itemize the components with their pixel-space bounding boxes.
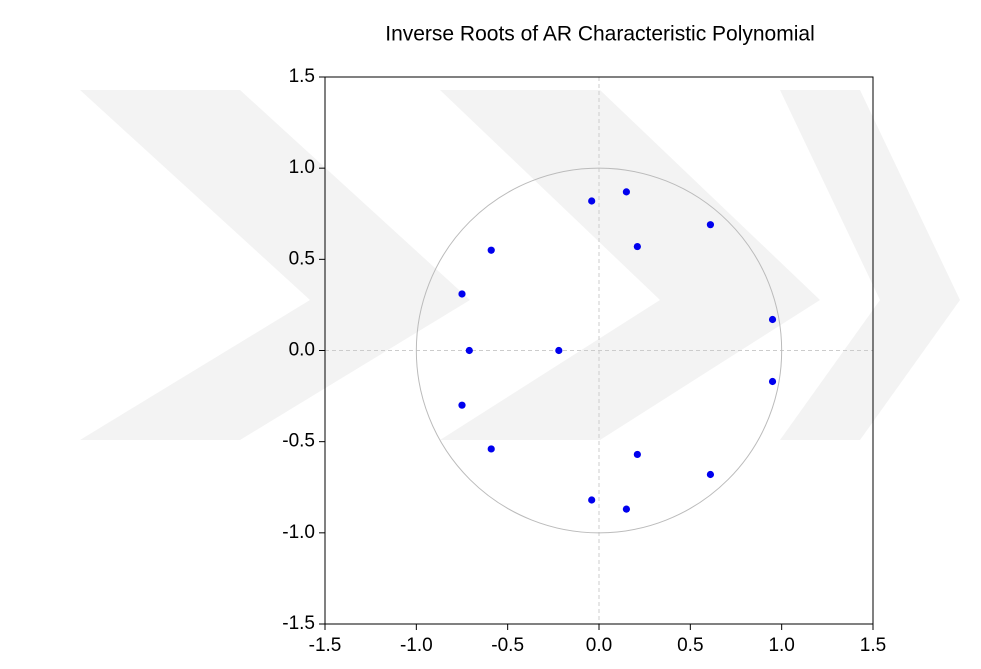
chart-title: Inverse Roots of AR Characteristic Polyn… [385,23,815,46]
root-point [458,290,466,298]
y-tick-label: -0.5 [282,431,315,452]
root-point [768,315,777,324]
root-point [487,445,495,453]
watermark-chevron [780,90,960,440]
y-tick-label: 1.0 [289,157,315,178]
y-tick-label: 0.5 [289,248,315,269]
y-tick-label: -1.5 [282,613,315,634]
root-point [706,470,715,479]
y-tick-label: 1.5 [289,66,315,87]
root-point [588,496,596,504]
x-tick-label: 0.5 [677,635,703,656]
root-point [706,221,715,229]
root-point [768,377,777,386]
watermark [80,90,960,440]
root-point [458,401,466,409]
root-point [622,188,631,196]
x-tick-label: -0.5 [491,635,524,656]
x-tick-label: -1.5 [309,635,342,656]
x-tick-label: 0.0 [586,635,612,656]
root-point [487,246,495,254]
root-point [588,197,596,205]
x-tick-label: 1.5 [860,635,886,656]
root-point [622,505,631,513]
root-point [465,346,473,355]
root-point [633,450,641,459]
unit-circle [415,167,783,534]
root-point [555,346,563,355]
y-tick-label: -1.0 [282,522,315,543]
watermark-chevron [80,90,470,440]
x-tick-label: -1.0 [400,635,433,656]
x-tick-label: 1.0 [768,635,794,656]
y-tick-label: 0.0 [289,340,315,361]
root-point [633,242,641,251]
watermark-chevron [440,90,820,440]
